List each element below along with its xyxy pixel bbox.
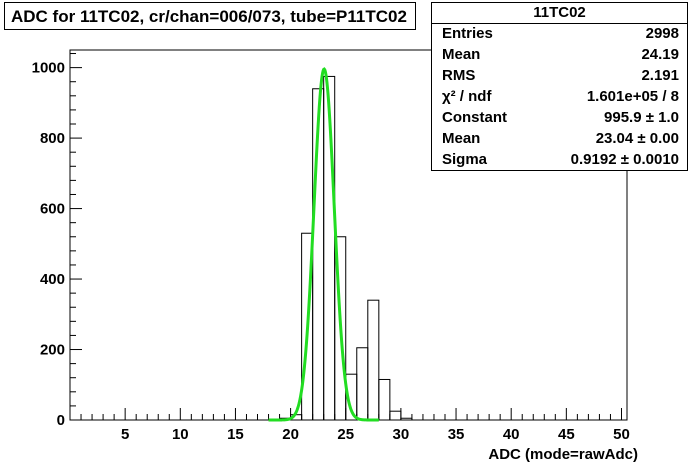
- stats-key: Mean: [442, 130, 481, 147]
- histogram-bin: [400, 417, 413, 421]
- x-tick-label: 40: [503, 426, 520, 443]
- stats-value: 2.191: [641, 67, 679, 84]
- y-tick-label: 200: [40, 342, 65, 359]
- stats-key: χ² / ndf: [442, 88, 492, 105]
- y-tick-label: 400: [40, 271, 65, 288]
- histogram-bin: [334, 236, 347, 421]
- stats-value: 23.04 ± 0.00: [595, 130, 679, 147]
- x-tick-label: 20: [282, 426, 299, 443]
- stats-row: χ² / ndf 1.601e+05 / 8: [442, 86, 679, 107]
- histogram-bin: [367, 299, 380, 421]
- x-tick-label: 15: [227, 426, 244, 443]
- x-tick-label: 35: [448, 426, 465, 443]
- stats-row: Mean 23.04 ± 0.00: [442, 128, 679, 149]
- stats-box: 11TC02 Entries 2998 Mean 24.19 RMS 2.191 χ²…: [431, 2, 688, 171]
- x-tick-label: 45: [558, 426, 575, 443]
- stats-header: 11TC02: [432, 3, 687, 24]
- histogram-bin: [389, 410, 402, 421]
- stats-value: 1.601e+05 / 8: [586, 88, 679, 105]
- stats-key: RMS: [442, 67, 476, 84]
- stats-value: 995.9 ± 1.0: [604, 109, 679, 126]
- x-tick-label: 5: [121, 426, 129, 443]
- y-tick-label: 800: [40, 130, 65, 147]
- stats-key: Entries: [442, 25, 493, 42]
- y-tick-label: 1000: [32, 60, 65, 77]
- x-tick-label: 25: [337, 426, 354, 443]
- stats-row: Mean 24.19: [442, 44, 679, 65]
- y-tick-label: 600: [40, 201, 65, 218]
- stats-row: RMS 2.191: [442, 65, 679, 86]
- stats-value: 0.9192 ± 0.0010: [570, 151, 679, 168]
- plot-title-box: ADC for 11TC02, cr/chan=006/073, tube=P1…: [4, 2, 416, 30]
- stats-row: Entries 2998: [442, 23, 679, 44]
- stats-row: Sigma 0.9192 ± 0.0010: [442, 149, 679, 170]
- gaussian-fit-curve: [268, 67, 379, 422]
- stats-key: Constant: [442, 109, 507, 126]
- stats-key: Mean: [442, 46, 481, 63]
- histogram-bin: [356, 347, 369, 421]
- x-tick-label: 10: [172, 426, 189, 443]
- plot-title: ADC for 11TC02, cr/chan=006/073, tube=P1…: [11, 7, 407, 26]
- stats-value: 24.19: [641, 46, 679, 63]
- stats-row: Constant 995.9 ± 1.0: [442, 107, 679, 128]
- x-axis-label: ADC (mode=rawAdc): [488, 446, 638, 463]
- x-tick-label: 30: [393, 426, 410, 443]
- histogram-bin: [378, 378, 391, 421]
- y-tick-label: 0: [57, 412, 65, 429]
- stats-key: Sigma: [442, 151, 488, 168]
- x-tick-label: 50: [613, 426, 630, 443]
- stats-value: 2998: [645, 25, 679, 42]
